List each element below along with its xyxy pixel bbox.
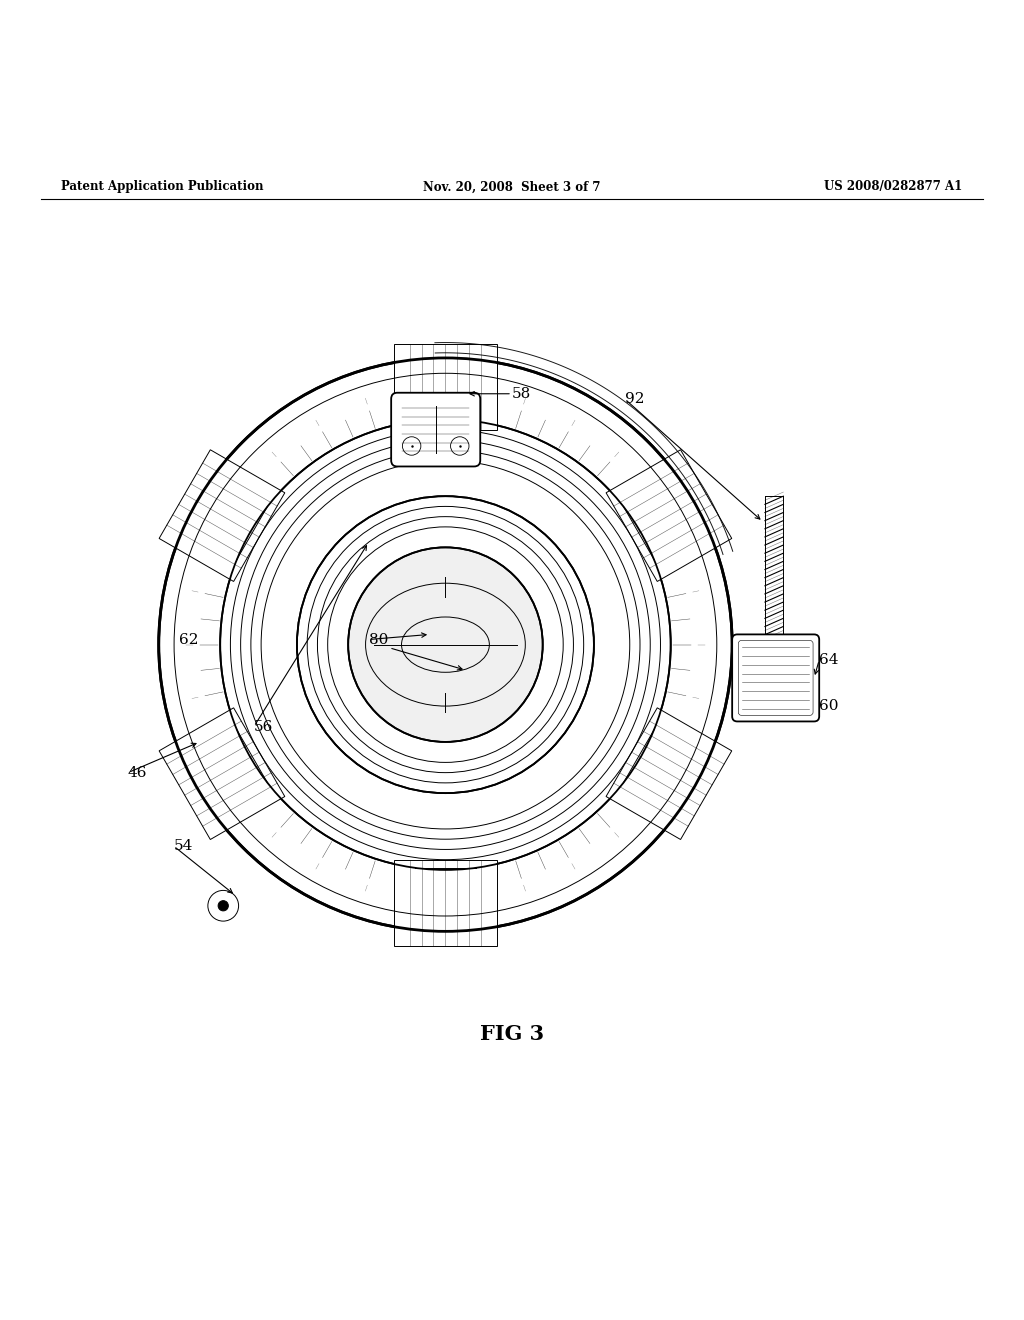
Polygon shape bbox=[159, 708, 285, 840]
Polygon shape bbox=[394, 859, 497, 945]
Text: 80: 80 bbox=[369, 632, 388, 647]
Text: 64: 64 bbox=[819, 653, 839, 667]
Text: US 2008/0282877 A1: US 2008/0282877 A1 bbox=[824, 181, 963, 194]
Polygon shape bbox=[159, 450, 285, 582]
Text: 92: 92 bbox=[625, 392, 644, 405]
Text: Patent Application Publication: Patent Application Publication bbox=[61, 181, 264, 194]
Text: 46: 46 bbox=[128, 766, 147, 780]
Circle shape bbox=[297, 496, 594, 793]
Text: 62: 62 bbox=[179, 632, 199, 647]
Circle shape bbox=[159, 358, 732, 932]
Text: 58: 58 bbox=[512, 387, 531, 401]
Text: FIG 3: FIG 3 bbox=[480, 1024, 544, 1044]
Polygon shape bbox=[394, 343, 497, 429]
Polygon shape bbox=[606, 708, 732, 840]
Circle shape bbox=[218, 900, 228, 911]
Text: 56: 56 bbox=[254, 719, 273, 734]
FancyBboxPatch shape bbox=[732, 635, 819, 722]
FancyBboxPatch shape bbox=[391, 393, 480, 466]
Text: 60: 60 bbox=[819, 700, 839, 713]
Circle shape bbox=[220, 420, 671, 870]
Polygon shape bbox=[606, 450, 732, 582]
Circle shape bbox=[348, 548, 543, 742]
Text: 54: 54 bbox=[174, 840, 194, 853]
Text: Nov. 20, 2008  Sheet 3 of 7: Nov. 20, 2008 Sheet 3 of 7 bbox=[423, 181, 601, 194]
